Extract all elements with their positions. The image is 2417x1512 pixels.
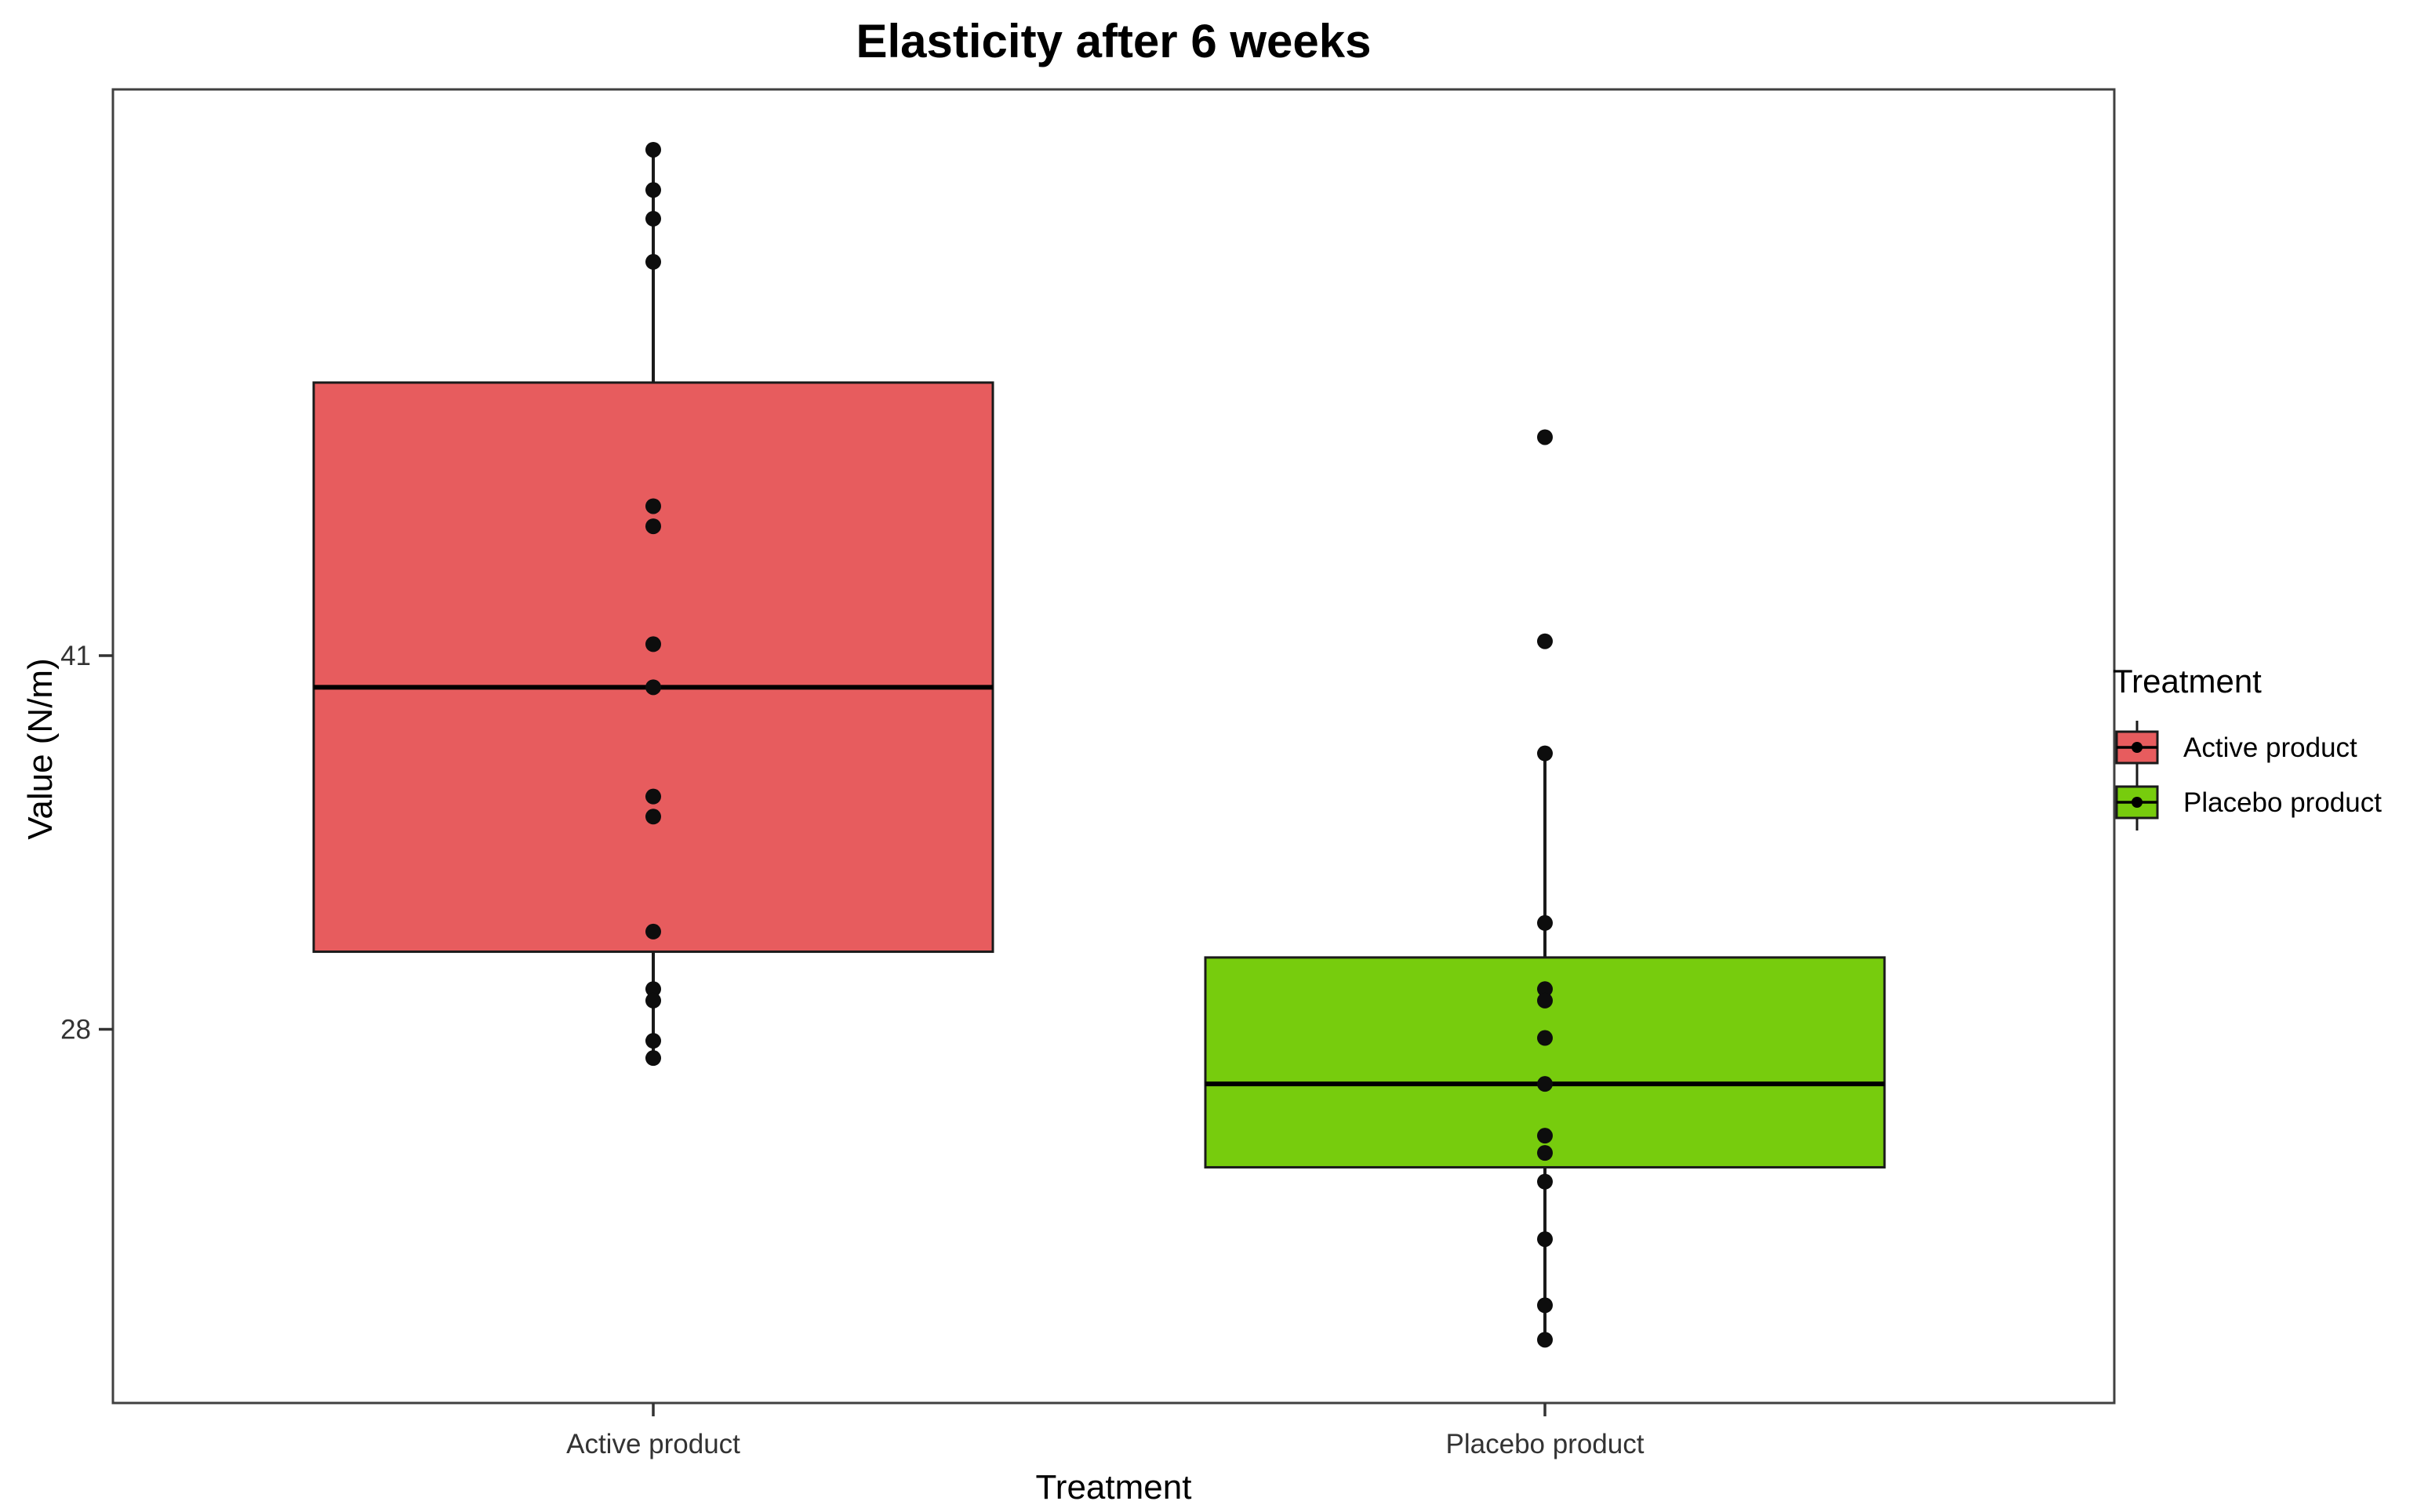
data-point-active-product	[645, 141, 661, 158]
data-point-active-product	[645, 923, 661, 940]
data-point-active-product	[645, 981, 661, 998]
legend-item-label: Active product	[2183, 732, 2357, 763]
data-point-placebo-product	[1537, 1173, 1553, 1190]
data-point-active-product	[645, 498, 661, 514]
x-tick-label: Active product	[566, 1429, 740, 1459]
data-point-placebo-product	[1537, 1030, 1553, 1046]
boxplot-key-icon-placebo	[2115, 776, 2159, 831]
data-point-placebo-product	[1537, 981, 1553, 998]
panel-border	[111, 88, 2116, 1405]
data-point-placebo-product	[1537, 633, 1553, 649]
data-point-placebo-product	[1537, 1231, 1553, 1248]
data-point-placebo-product	[1537, 1332, 1553, 1348]
y-tick-label: 28	[60, 1015, 91, 1045]
data-point-placebo-product	[1537, 429, 1553, 445]
data-point-active-product	[645, 210, 661, 227]
data-point-active-product	[645, 992, 661, 1009]
chart-title: Elasticity after 6 weeks	[856, 15, 1372, 67]
legend-item-label: Placebo product	[2183, 787, 2382, 818]
y-tick-label: 41	[60, 641, 91, 671]
data-point-placebo-product	[1537, 1128, 1553, 1144]
data-point-active-product	[645, 679, 661, 696]
data-point-placebo-product	[1537, 992, 1553, 1009]
data-point-active-product	[645, 182, 661, 198]
data-point-placebo-product	[1537, 745, 1553, 761]
data-point-active-product	[645, 636, 661, 652]
boxplot-key-icon-active	[2115, 721, 2159, 776]
box-active-product	[312, 381, 994, 954]
data-point-active-product	[645, 253, 661, 270]
legend: Treatment Active product Placebo product	[2113, 663, 2415, 831]
x-axis-title: Treatment	[1035, 1468, 1192, 1507]
data-point-placebo-product	[1537, 1297, 1553, 1314]
data-point-active-product	[645, 809, 661, 825]
x-tick-label: Placebo product	[1446, 1429, 1645, 1459]
data-point-placebo-product	[1537, 914, 1553, 931]
data-point-active-product	[645, 1033, 661, 1049]
legend-item-placebo: Placebo product	[2113, 776, 2415, 831]
data-point-placebo-product	[1537, 1076, 1553, 1092]
data-point-active-product	[645, 788, 661, 805]
data-point-placebo-product	[1537, 1145, 1553, 1161]
data-point-active-product	[645, 1050, 661, 1067]
data-point-active-product	[645, 518, 661, 535]
legend-item-active: Active product	[2113, 721, 2415, 776]
legend-title: Treatment	[2113, 663, 2262, 700]
